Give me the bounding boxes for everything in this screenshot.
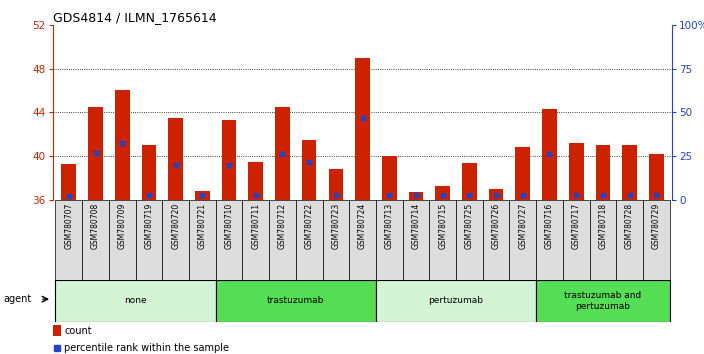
Bar [115, 91, 130, 200]
Text: GSM780728: GSM780728 [625, 202, 634, 249]
Bar [249, 162, 263, 200]
Bar [329, 169, 344, 200]
Bar [515, 148, 530, 200]
FancyBboxPatch shape [163, 200, 189, 280]
Text: count: count [64, 326, 92, 336]
Text: pertuzumab: pertuzumab [429, 296, 484, 306]
Text: agent: agent [4, 294, 32, 304]
FancyBboxPatch shape [56, 200, 82, 280]
Bar [569, 143, 584, 200]
Text: GSM780713: GSM780713 [385, 202, 394, 249]
Text: GSM780710: GSM780710 [225, 202, 234, 249]
Text: GSM780718: GSM780718 [598, 202, 608, 249]
Text: GSM780720: GSM780720 [171, 202, 180, 249]
Bar [302, 140, 317, 200]
Bar [275, 107, 290, 200]
FancyBboxPatch shape [589, 200, 616, 280]
Text: GSM780716: GSM780716 [545, 202, 554, 249]
Text: GSM780707: GSM780707 [64, 202, 73, 249]
Text: GSM780709: GSM780709 [118, 202, 127, 249]
Text: GSM780712: GSM780712 [278, 202, 287, 249]
Text: GSM780719: GSM780719 [144, 202, 153, 249]
Text: GSM780708: GSM780708 [91, 202, 100, 249]
Bar [376, 280, 536, 322]
Text: GSM780711: GSM780711 [251, 202, 260, 249]
Bar [195, 191, 210, 200]
FancyBboxPatch shape [643, 200, 670, 280]
Text: none: none [125, 296, 147, 306]
FancyBboxPatch shape [349, 200, 376, 280]
FancyBboxPatch shape [536, 200, 562, 280]
FancyBboxPatch shape [296, 200, 322, 280]
Bar [53, 325, 61, 336]
FancyBboxPatch shape [82, 200, 109, 280]
FancyBboxPatch shape [376, 200, 403, 280]
Bar [168, 118, 183, 200]
Text: GSM780724: GSM780724 [358, 202, 367, 249]
Text: GSM780721: GSM780721 [198, 202, 207, 249]
Text: GSM780714: GSM780714 [411, 202, 420, 249]
Bar [435, 186, 450, 200]
Text: GSM780722: GSM780722 [305, 202, 314, 249]
Text: GDS4814 / ILMN_1765614: GDS4814 / ILMN_1765614 [53, 11, 216, 24]
Bar [142, 145, 156, 200]
FancyBboxPatch shape [403, 200, 429, 280]
FancyBboxPatch shape [215, 200, 242, 280]
Bar [622, 145, 637, 200]
FancyBboxPatch shape [189, 200, 215, 280]
Text: GSM780723: GSM780723 [332, 202, 340, 249]
Bar [462, 163, 477, 200]
Bar [382, 156, 396, 200]
FancyBboxPatch shape [456, 200, 483, 280]
Bar [649, 154, 664, 200]
Bar [408, 192, 423, 200]
FancyBboxPatch shape [109, 200, 136, 280]
FancyBboxPatch shape [616, 200, 643, 280]
Text: percentile rank within the sample: percentile rank within the sample [64, 343, 229, 353]
FancyBboxPatch shape [429, 200, 456, 280]
FancyBboxPatch shape [242, 200, 269, 280]
Bar [88, 107, 103, 200]
Text: trastuzumab and
pertuzumab: trastuzumab and pertuzumab [565, 291, 641, 310]
Bar [222, 120, 237, 200]
Bar [489, 189, 503, 200]
Text: GSM780726: GSM780726 [491, 202, 501, 249]
Text: GSM780725: GSM780725 [465, 202, 474, 249]
FancyBboxPatch shape [510, 200, 536, 280]
Text: GSM780715: GSM780715 [438, 202, 447, 249]
FancyBboxPatch shape [322, 200, 349, 280]
FancyBboxPatch shape [269, 200, 296, 280]
Text: GSM780727: GSM780727 [518, 202, 527, 249]
Bar [542, 109, 557, 200]
Bar [56, 280, 215, 322]
FancyBboxPatch shape [136, 200, 163, 280]
Bar [356, 58, 370, 200]
Bar [596, 145, 610, 200]
Bar [215, 280, 376, 322]
Text: GSM780717: GSM780717 [572, 202, 581, 249]
FancyBboxPatch shape [483, 200, 510, 280]
Text: trastuzumab: trastuzumab [267, 296, 325, 306]
FancyBboxPatch shape [562, 200, 589, 280]
Bar [536, 280, 670, 322]
Text: GSM780729: GSM780729 [652, 202, 661, 249]
Bar [61, 164, 76, 200]
